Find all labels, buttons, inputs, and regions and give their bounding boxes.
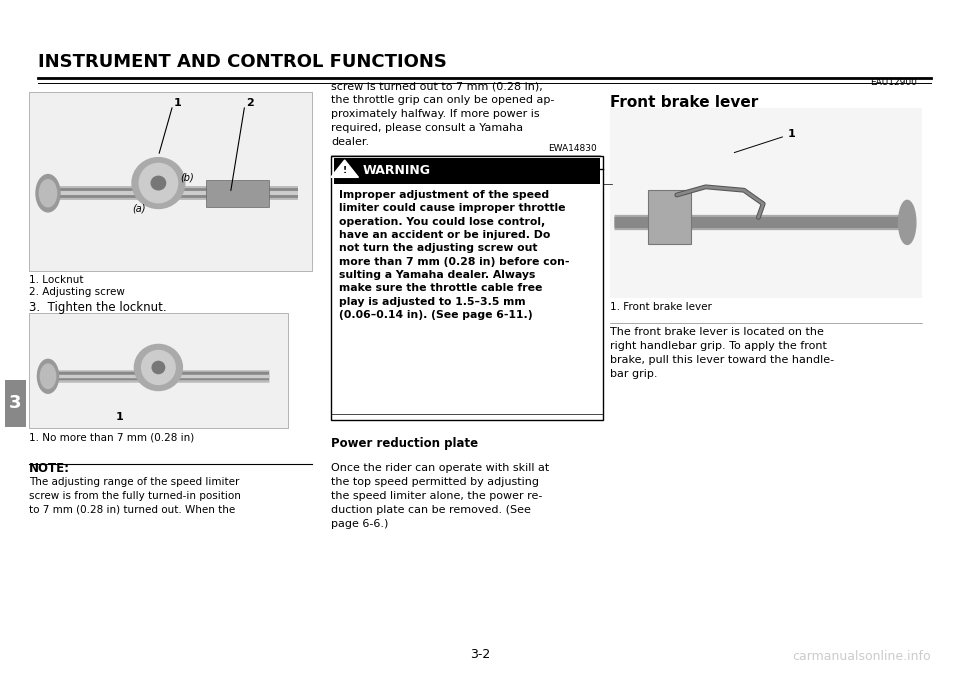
Text: 3-2: 3-2: [469, 648, 491, 661]
Text: 2. Adjusting screw: 2. Adjusting screw: [29, 287, 125, 297]
Text: 3: 3: [9, 395, 22, 412]
Text: 1: 1: [788, 129, 796, 139]
Text: The adjusting range of the speed limiter
screw is from the fully turned-in posit: The adjusting range of the speed limiter…: [29, 477, 241, 514]
Ellipse shape: [40, 364, 56, 388]
Text: 1. Front brake lever: 1. Front brake lever: [610, 302, 711, 312]
Polygon shape: [331, 160, 358, 178]
Text: screw is turned out to 7 mm (0.28 in),
the throttle grip can only be opened ap-
: screw is turned out to 7 mm (0.28 in), t…: [331, 81, 555, 147]
Bar: [610, 108, 922, 298]
Text: (a): (a): [132, 203, 146, 213]
Text: 3.  Tighten the locknut.: 3. Tighten the locknut.: [29, 301, 166, 314]
Bar: [331, 156, 603, 420]
Text: 1. Locknut: 1. Locknut: [29, 275, 84, 285]
Ellipse shape: [152, 361, 165, 374]
Text: 1: 1: [174, 98, 181, 108]
Bar: [29, 313, 288, 428]
Ellipse shape: [36, 175, 60, 212]
Ellipse shape: [152, 176, 165, 190]
Text: The front brake lever is located on the
right handlebar grip. To apply the front: The front brake lever is located on the …: [610, 327, 833, 380]
Text: INSTRUMENT AND CONTROL FUNCTIONS: INSTRUMENT AND CONTROL FUNCTIONS: [38, 53, 447, 71]
Ellipse shape: [39, 180, 57, 207]
Text: EAU12900: EAU12900: [870, 78, 917, 87]
Text: Front brake lever: Front brake lever: [610, 95, 757, 110]
Text: carmanualsonline.info: carmanualsonline.info: [793, 650, 931, 663]
Bar: [206, 180, 269, 207]
Text: (b): (b): [180, 173, 194, 182]
Text: 1. No more than 7 mm (0.28 in): 1. No more than 7 mm (0.28 in): [29, 433, 194, 443]
Text: 1: 1: [116, 412, 124, 422]
Ellipse shape: [899, 201, 916, 245]
Text: Once the rider can operate with skill at
the top speed permitted by adjusting
th: Once the rider can operate with skill at…: [331, 463, 549, 529]
Ellipse shape: [132, 158, 184, 209]
Text: 2: 2: [246, 98, 253, 108]
Ellipse shape: [37, 359, 59, 393]
Bar: [648, 191, 691, 245]
Text: NOTE:: NOTE:: [29, 462, 70, 475]
Text: EWA14830: EWA14830: [548, 144, 597, 153]
Text: !: !: [343, 165, 347, 175]
Text: Improper adjustment of the speed
limiter could cause improper throttle
operation: Improper adjustment of the speed limiter…: [339, 190, 569, 320]
Bar: [29, 92, 312, 271]
Text: WARNING: WARNING: [363, 163, 431, 177]
Ellipse shape: [142, 351, 176, 384]
Bar: [334, 158, 600, 184]
Ellipse shape: [134, 344, 182, 391]
Text: Power reduction plate: Power reduction plate: [331, 437, 478, 450]
Ellipse shape: [139, 163, 178, 203]
